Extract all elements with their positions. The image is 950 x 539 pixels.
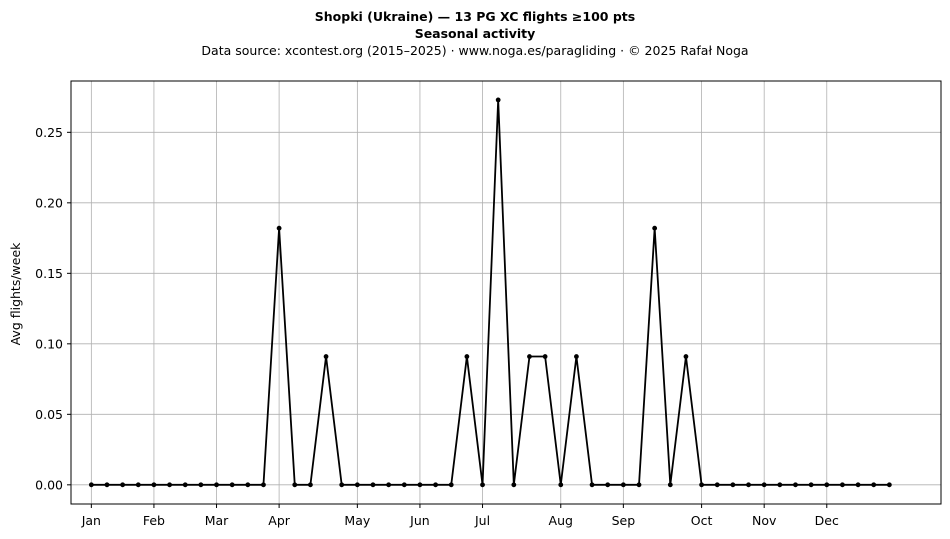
data-point bbox=[746, 482, 751, 488]
data-point bbox=[855, 482, 861, 488]
data-points bbox=[88, 97, 892, 488]
x-tick-label: Aug bbox=[549, 513, 573, 528]
data-point bbox=[339, 482, 345, 488]
data-point bbox=[386, 482, 392, 488]
data-point bbox=[558, 482, 564, 488]
data-point bbox=[433, 482, 438, 488]
data-point bbox=[135, 482, 141, 488]
data-point bbox=[292, 482, 298, 488]
data-point bbox=[104, 482, 110, 488]
y-axis: 0.00 0.05 0.10 0.15 0.20 0.25 bbox=[35, 125, 71, 492]
data-point bbox=[120, 482, 126, 488]
data-point bbox=[824, 482, 830, 488]
data-point bbox=[88, 482, 94, 488]
data-point bbox=[636, 482, 642, 488]
data-point bbox=[448, 482, 454, 488]
grid-lines bbox=[71, 81, 941, 504]
data-point bbox=[808, 482, 814, 488]
x-tick-label: Mar bbox=[205, 513, 229, 528]
y-tick-label: 0.05 bbox=[35, 407, 63, 422]
data-point bbox=[699, 482, 704, 488]
data-point bbox=[574, 354, 579, 359]
data-point bbox=[761, 482, 767, 488]
data-point bbox=[308, 482, 313, 488]
data-point bbox=[714, 482, 720, 488]
data-point bbox=[652, 225, 658, 231]
data-point bbox=[417, 482, 423, 488]
data-point bbox=[495, 97, 501, 103]
y-tick-label: 0.25 bbox=[35, 125, 63, 140]
y-tick-label: 0.00 bbox=[35, 477, 63, 492]
chart-subtitle: Seasonal activity bbox=[414, 26, 536, 41]
data-point bbox=[511, 482, 517, 488]
x-tick-label: May bbox=[344, 513, 370, 528]
data-point bbox=[793, 482, 798, 488]
x-tick-label: Apr bbox=[268, 513, 290, 528]
data-point bbox=[683, 354, 689, 359]
data-point bbox=[542, 354, 548, 359]
series-line bbox=[91, 99, 890, 486]
x-axis: Jan Feb Mar Apr May Jun Jul Aug Sep Oct Nov Dec bbox=[81, 504, 839, 528]
data-point bbox=[167, 482, 172, 488]
x-tick-label: Jan bbox=[81, 513, 101, 528]
data-point bbox=[871, 482, 877, 488]
y-tick-label: 0.20 bbox=[35, 195, 63, 210]
y-tick-label: 0.10 bbox=[35, 336, 63, 351]
data-point bbox=[151, 482, 157, 488]
data-point bbox=[261, 482, 266, 488]
x-tick-label: Jul bbox=[474, 513, 490, 528]
data-point bbox=[777, 482, 783, 488]
data-point bbox=[276, 225, 282, 231]
data-point bbox=[401, 482, 407, 488]
data-point bbox=[886, 482, 892, 488]
data-point bbox=[527, 354, 532, 359]
data-point bbox=[464, 354, 470, 359]
data-point bbox=[198, 482, 204, 488]
data-point bbox=[620, 482, 626, 488]
x-tick-label: Nov bbox=[752, 513, 777, 528]
data-point bbox=[214, 482, 219, 488]
y-axis-label: Avg flights/week bbox=[8, 242, 23, 346]
data-point bbox=[182, 482, 188, 488]
x-tick-label: Jun bbox=[409, 513, 430, 528]
data-point bbox=[323, 354, 329, 359]
y-tick-label: 0.15 bbox=[35, 266, 63, 281]
x-tick-label: Oct bbox=[691, 513, 713, 528]
data-point bbox=[840, 482, 845, 488]
data-point bbox=[370, 482, 376, 488]
x-tick-label: Feb bbox=[143, 513, 165, 528]
plot-frame bbox=[70, 80, 942, 505]
x-tick-label: Sep bbox=[612, 513, 636, 528]
x-tick-label: Dec bbox=[815, 513, 839, 528]
chart-title: Shopki (Ukraine) — 13 PG XC flights ≥100… bbox=[314, 9, 636, 24]
data-point bbox=[589, 482, 595, 488]
data-point bbox=[667, 482, 673, 488]
data-point bbox=[730, 482, 736, 488]
data-point bbox=[229, 482, 235, 488]
data-point bbox=[354, 482, 360, 488]
data-point bbox=[245, 482, 251, 488]
chart-source-note: Data source: xcontest.org (2015–2025) · … bbox=[201, 43, 749, 58]
data-point bbox=[605, 482, 611, 488]
data-point bbox=[480, 482, 485, 488]
